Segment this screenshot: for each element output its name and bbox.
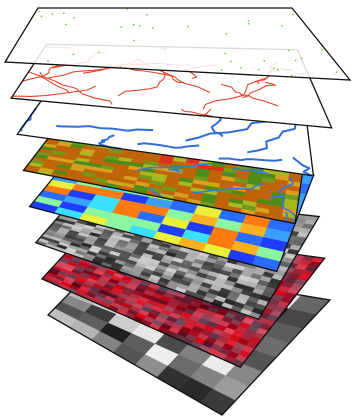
layer-line	[56, 125, 154, 132]
layer-point	[47, 60, 49, 62]
layer-line	[232, 167, 269, 175]
layer-point	[38, 10, 41, 13]
layer-point	[230, 60, 232, 63]
layer-point	[263, 59, 266, 62]
layer-point	[64, 23, 67, 26]
layer-point	[187, 25, 190, 28]
layer-line	[269, 177, 294, 200]
layer-point	[133, 39, 135, 42]
layer-point	[247, 22, 250, 25]
layer-point	[151, 27, 154, 29]
layer-point	[276, 68, 279, 71]
layer-point	[294, 59, 297, 62]
layer-line	[39, 71, 113, 105]
layer-point	[240, 66, 243, 69]
layer-point	[247, 20, 250, 22]
layer-outline	[3, 7, 352, 81]
layer-point	[145, 13, 148, 16]
map-layer	[3, 7, 352, 81]
layer-line	[168, 167, 182, 173]
layer-point	[220, 69, 223, 71]
layer-point	[287, 49, 290, 52]
layer-point	[335, 71, 338, 73]
layer-line	[123, 66, 185, 84]
layer-point	[40, 15, 43, 18]
layer-line	[281, 198, 297, 224]
layer-point	[72, 53, 75, 56]
layer-point	[257, 68, 260, 71]
layer-line	[21, 63, 68, 83]
layer-point	[138, 25, 141, 27]
layer-point	[97, 51, 100, 54]
layer-line	[247, 118, 297, 154]
layer-line	[137, 142, 200, 149]
layer-point	[225, 33, 228, 35]
layer-line	[218, 157, 283, 162]
layer-point	[300, 57, 303, 60]
layer-point	[120, 26, 123, 29]
layer-point	[132, 23, 135, 26]
layer-point	[72, 17, 75, 19]
layer-line	[10, 85, 96, 99]
layer-point	[321, 49, 323, 51]
layer-fill	[5, 8, 350, 80]
layer-line	[117, 69, 166, 97]
layer-point	[51, 13, 54, 15]
layer-point	[224, 52, 227, 55]
layer-point	[281, 25, 284, 27]
layer-point	[290, 74, 293, 77]
layer-point	[272, 67, 275, 70]
layer-line	[242, 81, 276, 99]
layer-point	[292, 13, 294, 16]
layer-line	[193, 183, 263, 194]
layer-point	[62, 12, 65, 15]
layer-line	[220, 83, 278, 107]
